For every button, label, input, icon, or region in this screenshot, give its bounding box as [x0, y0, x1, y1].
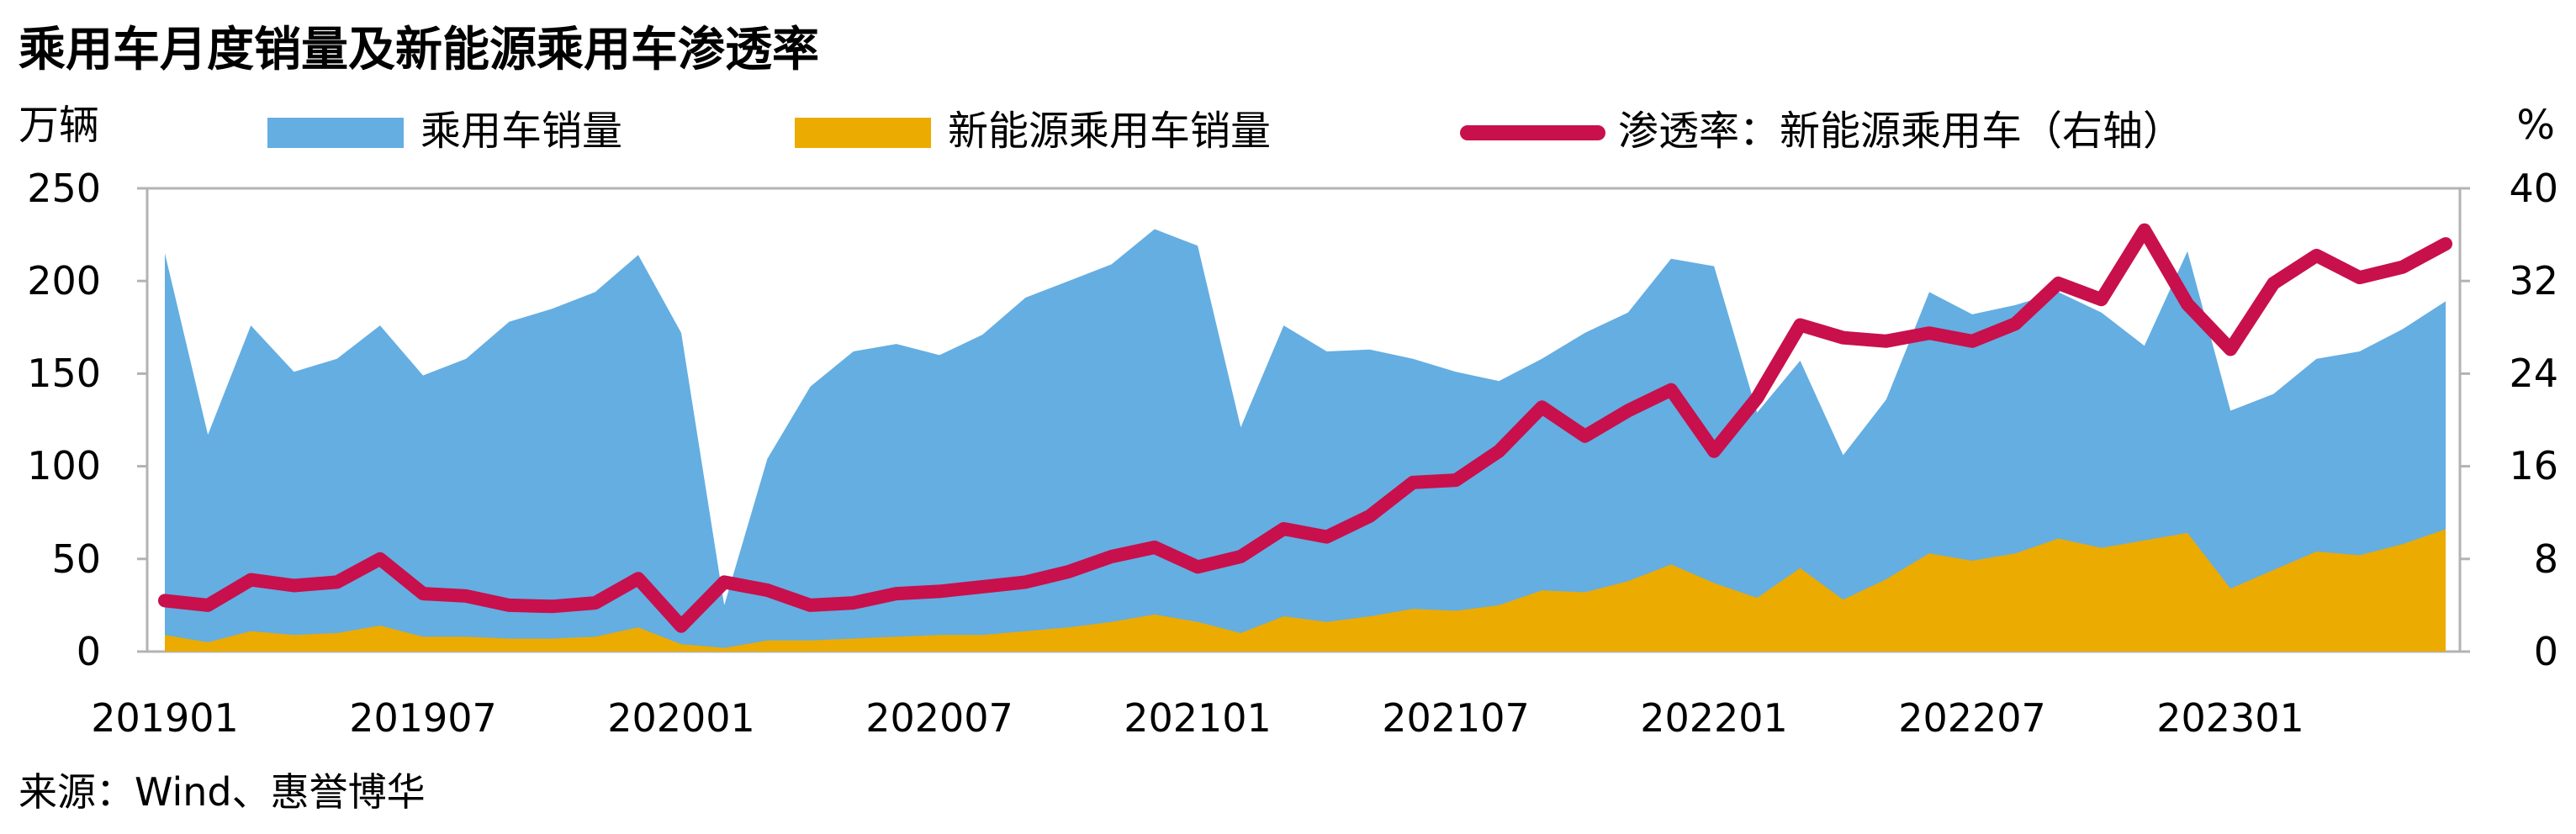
x-tick-label: 202301	[2156, 695, 2304, 741]
legend-label-penetration: 渗透率：新能源乘用车（右轴）	[1618, 108, 2183, 155]
y-right-tick: 8	[2534, 536, 2558, 582]
x-tick-label: 202207	[1898, 695, 2046, 741]
series-area-vehicle-sales	[165, 229, 2446, 652]
x-ticks: 201901 201907 202001 202007 202101 20210…	[91, 695, 2304, 741]
y-right-ticks: 0 8 16 24 32 40	[2509, 166, 2558, 674]
source-note: 来源：Wind、惠誉博华	[19, 769, 426, 815]
y-left-tick: 150	[27, 351, 101, 396]
y-left-tick: 250	[27, 166, 101, 211]
x-tick-label: 202007	[865, 695, 1013, 741]
x-tick-label: 202101	[1124, 695, 1272, 741]
y-right-tick: 24	[2509, 351, 2558, 396]
x-tick-label: 202201	[1640, 695, 1788, 741]
x-tick-label: 201901	[91, 695, 239, 741]
plot-area	[137, 187, 2470, 653]
y-right-tick: 32	[2509, 258, 2558, 304]
axis-tick-marks	[137, 187, 2470, 653]
legend-label-vehicle-sales: 乘用车销量	[421, 108, 622, 155]
x-tick-label: 202001	[607, 695, 755, 741]
y-right-tick: 40	[2509, 166, 2558, 211]
left-axis-unit: 万辆	[19, 102, 99, 149]
y-left-tick: 100	[27, 443, 101, 488]
right-axis-unit: %	[2516, 102, 2555, 149]
y-left-tick: 200	[27, 258, 101, 304]
x-tick-label: 202107	[1382, 695, 1530, 741]
x-tick-label: 201907	[349, 695, 497, 741]
legend-label-nev-sales: 新能源乘用车销量	[948, 108, 1271, 155]
y-right-tick: 16	[2509, 443, 2558, 488]
legend-swatch-nev-sales	[795, 118, 931, 148]
chart-title: 乘用车月度销量及新能源乘用车渗透率	[19, 23, 819, 77]
legend: 乘用车销量 新能源乘用车销量 渗透率：新能源乘用车（右轴）	[267, 108, 2183, 155]
series-line-penetration	[158, 223, 2452, 633]
series-area-nev-sales	[165, 529, 2446, 652]
y-left-tick: 0	[77, 629, 101, 674]
y-right-tick: 0	[2534, 629, 2558, 674]
legend-swatch-vehicle-sales	[267, 118, 404, 148]
y-left-ticks: 0 50 100 150 200 250	[27, 166, 101, 674]
y-left-tick: 50	[51, 536, 101, 582]
